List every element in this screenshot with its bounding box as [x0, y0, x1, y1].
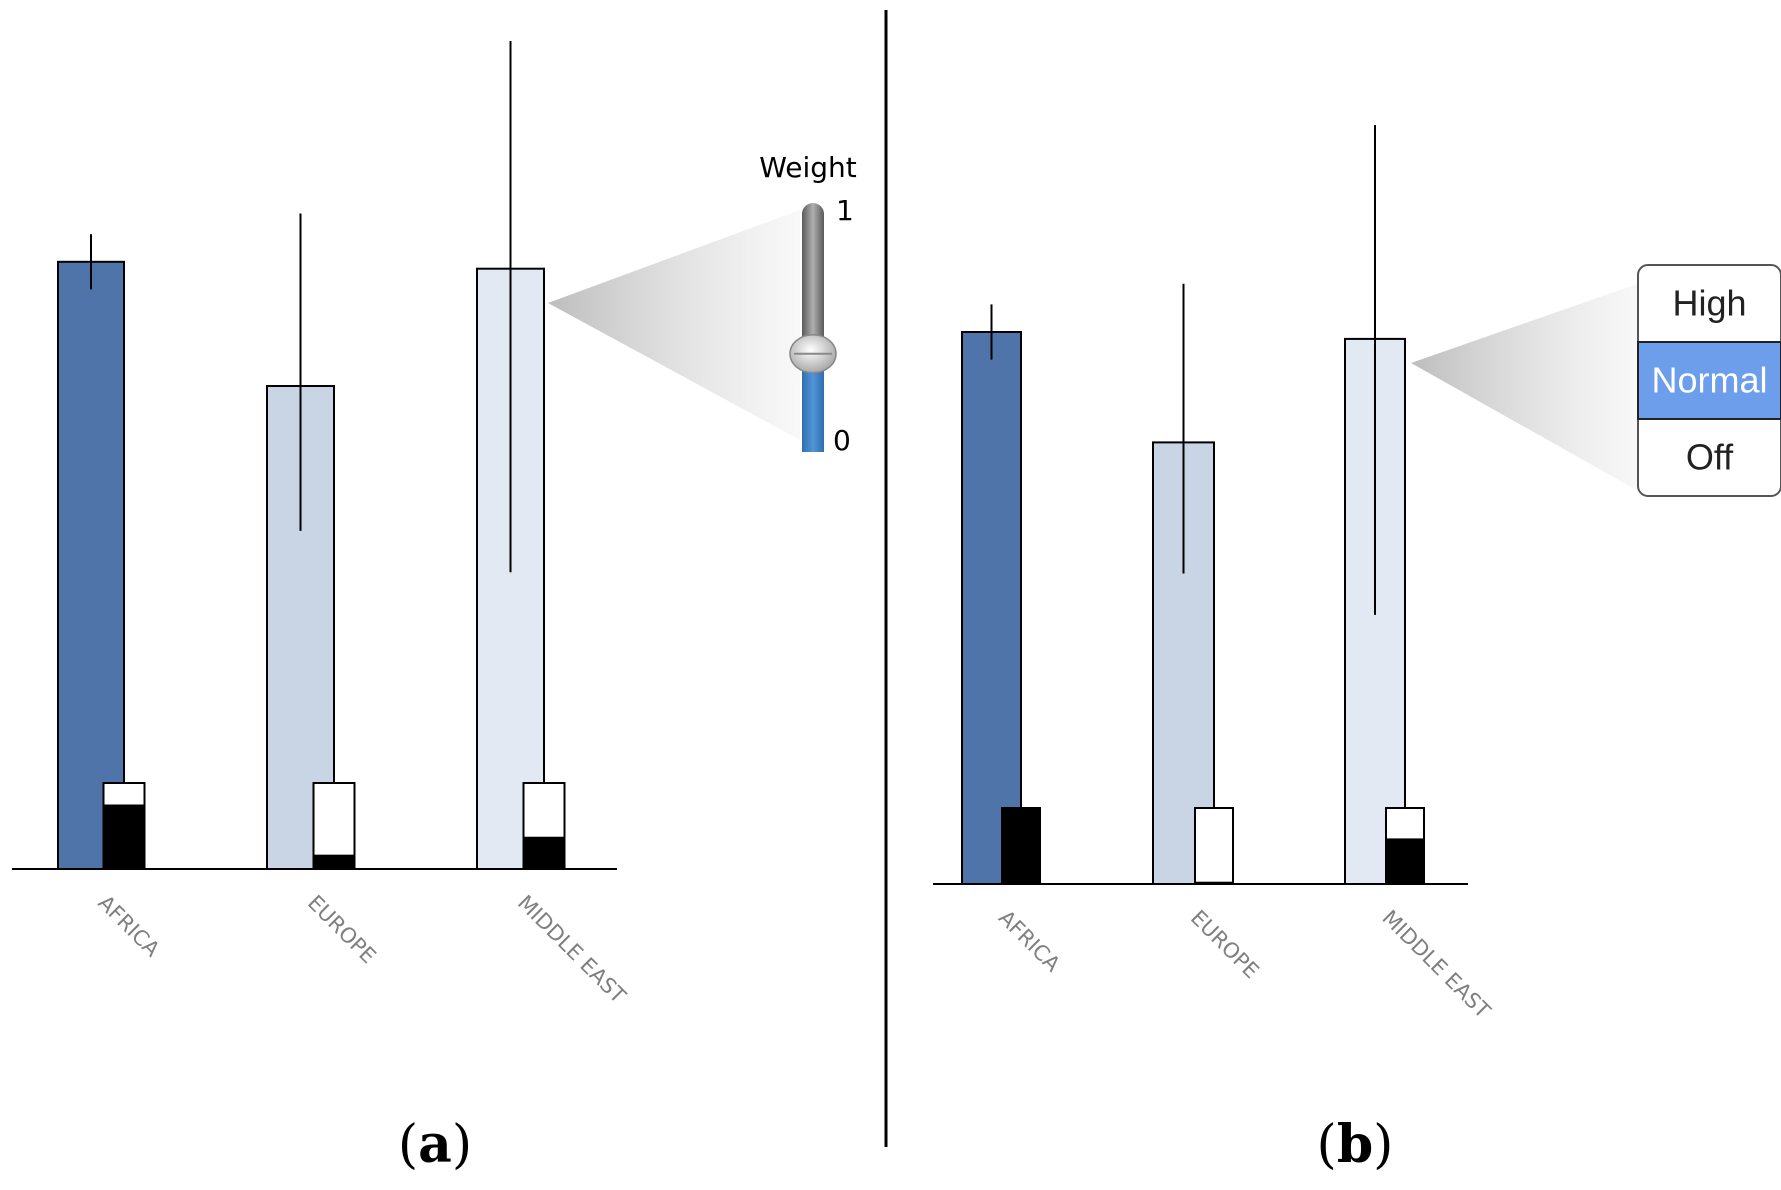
inset-fill: [1002, 808, 1040, 884]
bar-africa: [961, 331, 1022, 885]
inset-fill: [1386, 838, 1424, 884]
callout-funnel: [1411, 283, 1640, 492]
slider-max-label: 1: [836, 194, 854, 227]
panel-caption: (b): [1317, 1114, 1394, 1175]
weight-slider[interactable]: [789, 203, 837, 452]
chart-panel-a: AFRICA EUROPE MIDDLE EAST (a) Weight 1 0: [12, 41, 865, 1175]
x-tick-label: EUROPE: [1186, 906, 1264, 984]
caption-paren: ): [1373, 1115, 1393, 1175]
caption-paren: (: [398, 1115, 418, 1175]
bar-africa: [57, 260, 125, 870]
menu-option-high[interactable]: High: [1672, 283, 1746, 324]
menu-option-off[interactable]: Off: [1686, 437, 1734, 478]
x-tick-label: MIDDLE EAST: [513, 891, 631, 1009]
x-tick-label: AFRICA: [994, 906, 1065, 977]
callout-funnel: [548, 210, 800, 440]
panel-caption: (a): [398, 1114, 472, 1175]
weight-menu: High Normal Off: [1637, 264, 1781, 497]
inset-fill: [523, 836, 565, 869]
x-tick-label: EUROPE: [303, 891, 381, 969]
slider-fill: [802, 353, 824, 452]
caption-paren: (: [1317, 1115, 1337, 1175]
inset-fill: [103, 804, 145, 869]
caption-paren: ): [452, 1115, 472, 1175]
slider-min-label: 0: [833, 424, 851, 457]
slider-title-bg: [735, 140, 865, 196]
menu-option-normal[interactable]: Normal: [1651, 360, 1767, 401]
menu-option-highlight: [1637, 341, 1781, 420]
slider-title: Weight: [759, 151, 857, 184]
inset-box: [1194, 807, 1234, 885]
inset-fill: [1195, 881, 1233, 884]
x-tick-label: AFRICA: [93, 891, 164, 962]
caption-letter: a: [418, 1114, 452, 1175]
caption-letter: b: [1337, 1114, 1373, 1175]
x-tick-label: MIDDLE EAST: [1377, 906, 1495, 1024]
chart-panel-b: AFRICA EUROPE MIDDLE EAST (b) High Normal Off: [933, 125, 1781, 1175]
inset-fill: [313, 854, 355, 869]
